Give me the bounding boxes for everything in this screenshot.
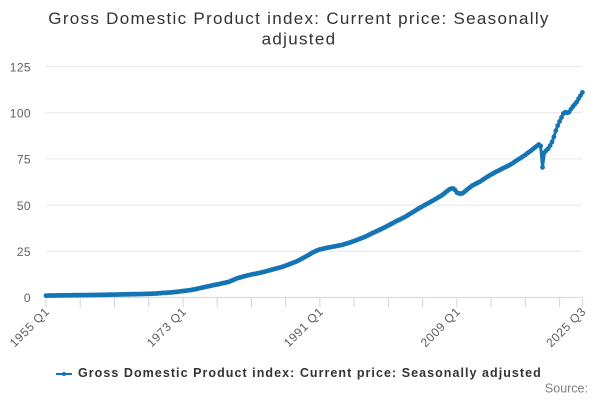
svg-text:Gross Domestic Product index:: Gross Domestic Product index: Current pr… [48,9,549,28]
svg-text:50: 50 [17,199,31,213]
svg-text:100: 100 [10,107,31,121]
svg-text:25: 25 [17,245,31,259]
svg-text:adjusted: adjusted [262,29,337,48]
svg-text:125: 125 [10,60,31,74]
svg-text:Source:: Source: [545,382,588,396]
svg-text:Gross Domestic Product index:: Gross Domestic Product index: Current pr… [78,366,542,380]
svg-text:0: 0 [24,291,31,305]
svg-text:75: 75 [17,153,31,167]
